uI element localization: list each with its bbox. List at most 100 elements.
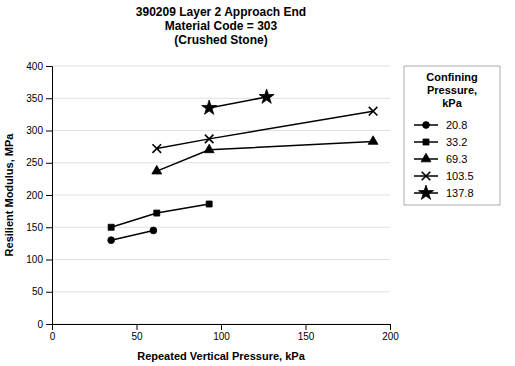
tick-label: 50 xyxy=(32,286,44,297)
tick-mark xyxy=(306,324,307,330)
tick-mark xyxy=(221,324,222,330)
grid-line xyxy=(52,130,390,131)
tick-mark xyxy=(46,324,52,325)
tick-label: 150 xyxy=(298,331,315,342)
legend-entry: 20.8 xyxy=(414,119,467,131)
legend-title-line: Pressure, xyxy=(427,84,477,96)
marker xyxy=(108,237,115,244)
tick-label: 200 xyxy=(26,190,43,201)
tick-label: 0 xyxy=(50,331,56,342)
legend-label: 137.8 xyxy=(446,187,474,199)
grid-line xyxy=(52,98,390,99)
tick-label: 100 xyxy=(213,331,230,342)
grid xyxy=(52,66,390,324)
legend: ConfiningPressure,kPa 20.8 33.2 69.3 103.5 13… xyxy=(404,66,500,205)
title-line: Material Code = 303 xyxy=(165,19,278,33)
chart-container: 0 50 100 150 200 0 50 100 150 200 250 300 350 400 3902… xyxy=(0,0,515,366)
tick: 0 xyxy=(37,319,52,330)
tick-mark xyxy=(137,324,138,330)
series-line xyxy=(209,97,266,108)
series xyxy=(152,107,377,153)
data-layer xyxy=(108,89,378,243)
legend-marker xyxy=(423,139,429,145)
tick-label: 100 xyxy=(26,254,43,265)
tick-label: 200 xyxy=(382,331,399,342)
tick: 200 xyxy=(26,190,52,201)
legend-marker xyxy=(421,153,431,162)
tick-mark xyxy=(46,292,52,293)
legend-label: 69.3 xyxy=(446,153,467,165)
marker xyxy=(206,201,212,207)
grid-line xyxy=(52,259,390,260)
legend-entry: 103.5 xyxy=(414,170,474,182)
legend-title-line: kPa xyxy=(442,97,462,109)
marker xyxy=(205,135,214,144)
tick: 200 xyxy=(382,324,399,342)
x-axis-label: Repeated Vertical Pressure, kPa xyxy=(137,350,305,362)
series-line xyxy=(157,141,373,171)
tick: 400 xyxy=(26,61,52,72)
tick-label: 300 xyxy=(26,125,43,136)
grid-line xyxy=(52,291,390,292)
marker xyxy=(368,136,378,145)
tick-label: 250 xyxy=(26,157,43,168)
x-axis: 0 50 100 150 200 xyxy=(50,324,400,342)
legend-title-line: Confining xyxy=(426,71,477,83)
y-axis-label: Resilient Modulus, MPa xyxy=(3,133,15,257)
axis-line xyxy=(46,67,53,325)
series-line xyxy=(111,230,153,240)
tick: 50 xyxy=(131,324,143,342)
plot-area: 0 50 100 150 200 0 50 100 150 200 250 300 350 400 xyxy=(26,61,399,342)
tick: 100 xyxy=(26,254,52,265)
legend-marker xyxy=(423,122,430,129)
legend-label: 20.8 xyxy=(446,119,467,131)
tick-mark xyxy=(46,260,52,261)
legend-marker xyxy=(422,172,431,181)
grid-line xyxy=(52,162,390,163)
legend-entry: 69.3 xyxy=(414,153,467,165)
legend-entry: 137.8 xyxy=(414,185,474,199)
legend-box xyxy=(404,66,500,205)
tick-mark xyxy=(390,324,391,330)
tick-mark xyxy=(46,195,52,196)
tick-label: 50 xyxy=(131,331,143,342)
tick-mark xyxy=(46,98,52,99)
marker xyxy=(152,144,161,153)
tick: 0 xyxy=(50,324,56,342)
marker xyxy=(108,224,114,230)
tick: 300 xyxy=(26,125,52,136)
tick-mark xyxy=(46,66,52,67)
marker xyxy=(259,89,274,103)
title-line: (Crushed Stone) xyxy=(174,33,267,47)
marker xyxy=(154,210,160,216)
legend-label: 33.2 xyxy=(446,136,467,148)
series xyxy=(108,227,157,243)
legend-title: ConfiningPressure,kPa xyxy=(426,71,477,109)
marker xyxy=(204,144,214,153)
y-axis: 0 50 100 150 200 250 300 350 400 xyxy=(26,61,52,330)
marker xyxy=(150,227,157,234)
tick: 250 xyxy=(26,157,52,168)
tick: 350 xyxy=(26,93,52,104)
tick-label: 150 xyxy=(26,222,43,233)
tick: 150 xyxy=(298,324,315,342)
legend-entry: 33.2 xyxy=(414,136,467,148)
title-line: 390209 Layer 2 Approach End xyxy=(136,5,306,19)
tick-label: 0 xyxy=(37,319,43,330)
tick: 50 xyxy=(32,286,52,297)
tick-label: 350 xyxy=(26,93,43,104)
tick-mark xyxy=(46,227,52,228)
grid-line xyxy=(52,227,390,228)
tick: 100 xyxy=(213,324,230,342)
series-line xyxy=(157,111,373,148)
legend-marker xyxy=(418,185,433,199)
chart-svg: 0 50 100 150 200 0 50 100 150 200 250 300 350 400 3902… xyxy=(0,0,515,366)
tick-label: 400 xyxy=(26,61,43,72)
marker xyxy=(152,165,162,174)
marker xyxy=(202,100,217,114)
title: 390209 Layer 2 Approach EndMaterial Code… xyxy=(136,5,306,47)
series xyxy=(202,89,274,114)
grid-line xyxy=(52,195,390,196)
series xyxy=(152,136,378,174)
marker xyxy=(369,107,378,116)
